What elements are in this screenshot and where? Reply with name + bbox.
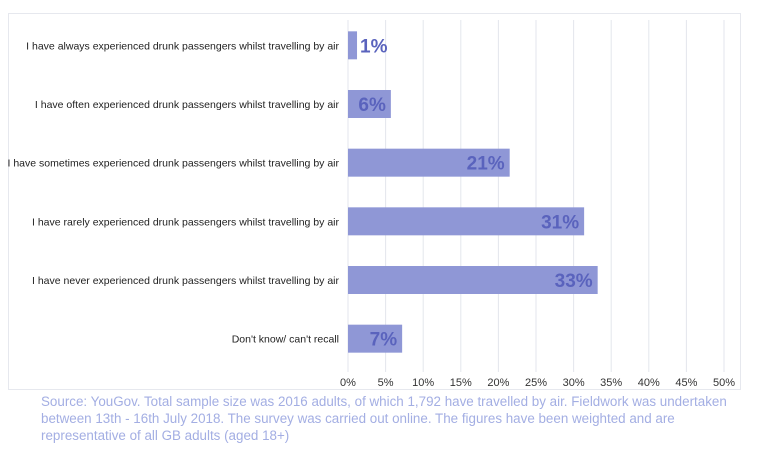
x-tick-label: 50% — [713, 377, 735, 389]
data-label: 33% — [555, 271, 593, 292]
bar — [348, 31, 358, 60]
data-label: 6% — [358, 95, 386, 116]
source-note: Source: YouGov. Total sample size was 20… — [41, 394, 727, 443]
category-label: I have rarely experienced drunk passenge… — [32, 216, 339, 228]
x-tick-label: 40% — [638, 377, 660, 389]
data-label: 7% — [370, 330, 398, 351]
x-tick-label: 20% — [487, 377, 509, 389]
x-tick-label: 10% — [412, 377, 434, 389]
chart-frame — [8, 13, 741, 390]
data-label: 21% — [467, 154, 505, 175]
bar — [348, 324, 403, 353]
data-label: 31% — [541, 212, 579, 233]
bar — [348, 207, 585, 236]
data-label: 1% — [360, 36, 388, 57]
x-tick-label: 0% — [340, 377, 356, 389]
x-tick-label: 5% — [378, 377, 394, 389]
bar — [348, 148, 510, 177]
category-label: I have often experienced drunk passenger… — [35, 99, 340, 111]
x-tick-label: 35% — [600, 377, 622, 389]
category-label: I have sometimes experienced drunk passe… — [8, 158, 340, 170]
category-label: I have always experienced drunk passenge… — [26, 40, 339, 52]
category-label: Don't know/ can't recall — [232, 334, 339, 346]
bar — [348, 90, 391, 118]
bar — [348, 266, 598, 294]
category-label: I have never experienced drunk passenger… — [32, 275, 340, 287]
x-tick-label: 45% — [675, 377, 697, 389]
x-tick-label: 25% — [525, 377, 547, 389]
x-tick-label: 30% — [563, 377, 585, 389]
x-tick-label: 15% — [450, 377, 472, 389]
